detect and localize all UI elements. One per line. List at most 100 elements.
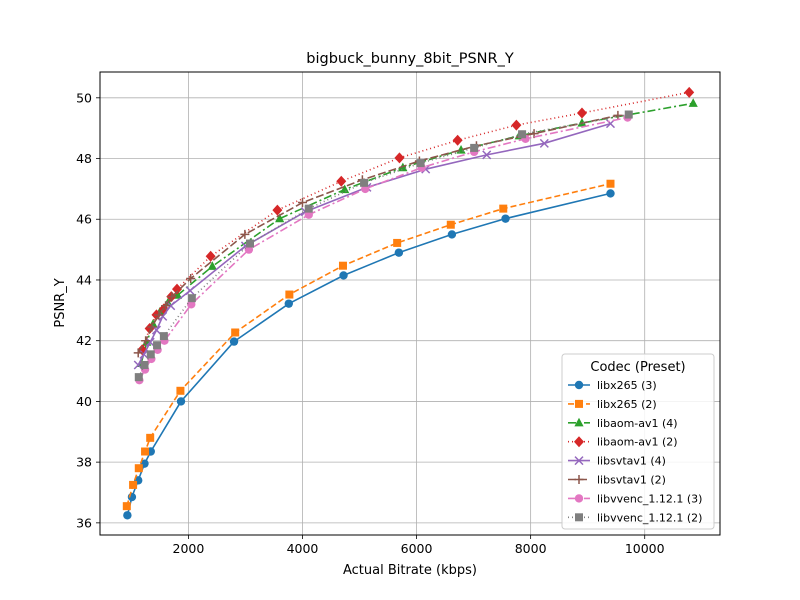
data-point <box>394 248 404 257</box>
data-point <box>141 336 151 346</box>
legend-item: libx265 (2) <box>568 398 657 411</box>
data-point <box>123 511 132 520</box>
data-point <box>511 119 522 131</box>
y-tick-label: 38 <box>76 455 92 470</box>
data-point <box>336 175 347 187</box>
legend-label: libvvenc_1.12.1 (3) <box>597 492 702 505</box>
chart-title: bigbuck_bunny_8bit_PSNR_Y <box>306 51 514 67</box>
y-tick-label: 44 <box>76 272 92 287</box>
data-point <box>145 337 155 347</box>
data-point <box>147 322 157 332</box>
legend-marker <box>575 513 583 522</box>
data-point <box>134 464 143 473</box>
data-point <box>501 214 510 223</box>
data-point <box>176 397 186 406</box>
x-axis-ticks: 2000 4000 6000 8000 10000 <box>173 535 665 556</box>
y-axis-label: PSNR_Y <box>53 278 68 327</box>
legend: Codec (Preset) libx265 (3)libx265 (2)lib… <box>561 353 715 530</box>
legend-marker <box>574 456 584 466</box>
data-point <box>246 239 255 248</box>
data-point <box>606 189 615 198</box>
legend-marker <box>574 380 584 390</box>
data-point <box>340 184 350 194</box>
data-point <box>339 271 348 280</box>
data-point <box>394 152 405 164</box>
data-point <box>146 350 155 359</box>
data-point <box>606 179 615 188</box>
legend-marker <box>574 417 584 427</box>
legend-item: libsvtav1 (4) <box>568 455 666 468</box>
data-point <box>284 299 293 308</box>
data-point <box>577 118 587 127</box>
data-point <box>205 250 216 262</box>
data-point <box>416 159 425 168</box>
data-point <box>161 301 171 311</box>
data-point <box>688 98 698 107</box>
legend-box <box>561 353 715 530</box>
legend-label: libvvenc_1.12.1 (2) <box>597 511 702 524</box>
data-point <box>470 143 479 152</box>
legend-title: Codec (Preset) <box>590 360 685 375</box>
legend-items: libx265 (3) libx265 (2) libaom-av1 (4) liba… <box>568 379 702 524</box>
legend-label: libaom-av1 (4) <box>597 417 678 430</box>
data-point <box>529 129 539 139</box>
data-point <box>613 110 623 120</box>
legend-label: libaom-av1 (2) <box>597 436 678 449</box>
data-point <box>297 198 307 208</box>
data-point <box>122 502 131 511</box>
data-point <box>275 213 285 223</box>
series-0 <box>123 189 615 520</box>
data-point <box>207 261 217 270</box>
data-point <box>231 328 240 337</box>
x-tick-label: 2000 <box>173 541 205 556</box>
legend-item: libx265 (3) <box>568 379 657 392</box>
data-point <box>141 447 150 456</box>
y-tick-label: 50 <box>76 90 92 105</box>
grid-lines <box>100 72 720 535</box>
legend-item: libaom-av1 (2) <box>568 436 678 449</box>
data-point <box>134 373 143 382</box>
data-point <box>140 360 149 369</box>
data-point <box>452 134 463 146</box>
data-point <box>146 433 155 442</box>
legend-marker <box>574 436 584 448</box>
y-axis-ticks: 36 38 40 42 44 46 48 50 <box>76 90 100 530</box>
data-point <box>129 480 138 489</box>
data-point <box>139 349 149 359</box>
data-point <box>447 230 457 239</box>
y-tick-label: 40 <box>76 394 92 409</box>
data-point <box>240 229 250 239</box>
y-tick-label: 42 <box>76 333 92 348</box>
series-group <box>122 86 698 520</box>
data-point <box>187 294 196 303</box>
data-point <box>499 204 508 213</box>
legend-label: libsvtav1 (4) <box>597 455 666 468</box>
legend-label: libx265 (2) <box>597 398 657 411</box>
data-point <box>153 341 162 350</box>
series-line <box>137 114 619 354</box>
data-point <box>684 86 695 98</box>
data-point <box>229 337 239 346</box>
data-point <box>285 290 294 299</box>
series-7 <box>134 110 633 382</box>
y-tick-label: 46 <box>76 212 92 227</box>
legend-item: libvvenc_1.12.1 (3) <box>568 492 702 505</box>
legend-label: libx265 (3) <box>597 379 657 392</box>
data-point <box>518 130 527 139</box>
data-point <box>186 273 196 283</box>
legend-label: libsvtav1 (2) <box>597 474 666 487</box>
x-tick-label: 10000 <box>625 541 665 556</box>
legend-item: libsvtav1 (2) <box>568 474 666 487</box>
x-tick-label: 6000 <box>401 541 433 556</box>
legend-marker <box>575 399 583 408</box>
y-tick-label: 48 <box>76 151 92 166</box>
legend-item: libvvenc_1.12.1 (2) <box>568 511 702 524</box>
data-point <box>393 238 402 247</box>
data-point <box>482 150 492 160</box>
data-point <box>446 220 455 229</box>
data-point <box>159 332 168 341</box>
series-1 <box>122 179 615 511</box>
data-point <box>167 292 177 302</box>
x-tick-label: 4000 <box>287 541 319 556</box>
